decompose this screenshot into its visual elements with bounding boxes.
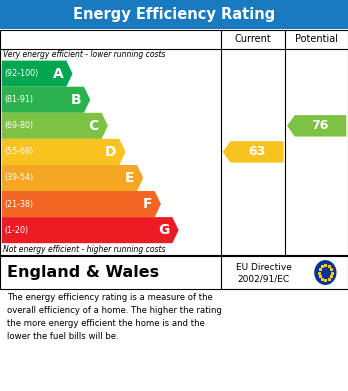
Polygon shape <box>223 141 284 163</box>
Polygon shape <box>2 139 126 165</box>
Text: (81-91): (81-91) <box>4 95 33 104</box>
Bar <box>0 30 348 255</box>
Text: Very energy efficient - lower running costs: Very energy efficient - lower running co… <box>3 50 165 59</box>
Text: (92-100): (92-100) <box>4 69 38 78</box>
Polygon shape <box>2 217 179 243</box>
Text: D: D <box>105 145 117 159</box>
Text: (55-68): (55-68) <box>4 147 33 156</box>
Polygon shape <box>2 191 161 217</box>
Text: The energy efficiency rating is a measure of the
overall efficiency of a home. T: The energy efficiency rating is a measur… <box>7 293 222 341</box>
Circle shape <box>315 261 336 284</box>
Polygon shape <box>287 115 346 136</box>
Text: Potential: Potential <box>295 34 338 45</box>
Text: Energy Efficiency Rating: Energy Efficiency Rating <box>73 7 275 22</box>
Text: Not energy efficient - higher running costs: Not energy efficient - higher running co… <box>3 244 165 254</box>
Polygon shape <box>2 87 90 113</box>
Polygon shape <box>2 113 108 139</box>
Text: G: G <box>158 223 169 237</box>
Text: 76: 76 <box>311 119 329 132</box>
Text: (39-54): (39-54) <box>4 174 33 183</box>
Polygon shape <box>2 165 143 191</box>
Text: A: A <box>53 66 63 81</box>
Text: B: B <box>71 93 81 107</box>
Text: (1-20): (1-20) <box>4 226 28 235</box>
Text: E: E <box>125 171 134 185</box>
Bar <box>0 256 348 289</box>
Text: 2002/91/EC: 2002/91/EC <box>238 274 290 283</box>
Polygon shape <box>2 61 72 87</box>
Text: EU Directive: EU Directive <box>236 263 292 272</box>
Text: C: C <box>89 119 99 133</box>
Text: Current: Current <box>235 34 271 45</box>
Bar <box>0 0 348 29</box>
Text: F: F <box>142 197 152 211</box>
Text: England & Wales: England & Wales <box>7 265 159 280</box>
Text: (69-80): (69-80) <box>4 121 33 130</box>
Text: (21-38): (21-38) <box>4 199 33 208</box>
Text: 63: 63 <box>248 145 265 158</box>
